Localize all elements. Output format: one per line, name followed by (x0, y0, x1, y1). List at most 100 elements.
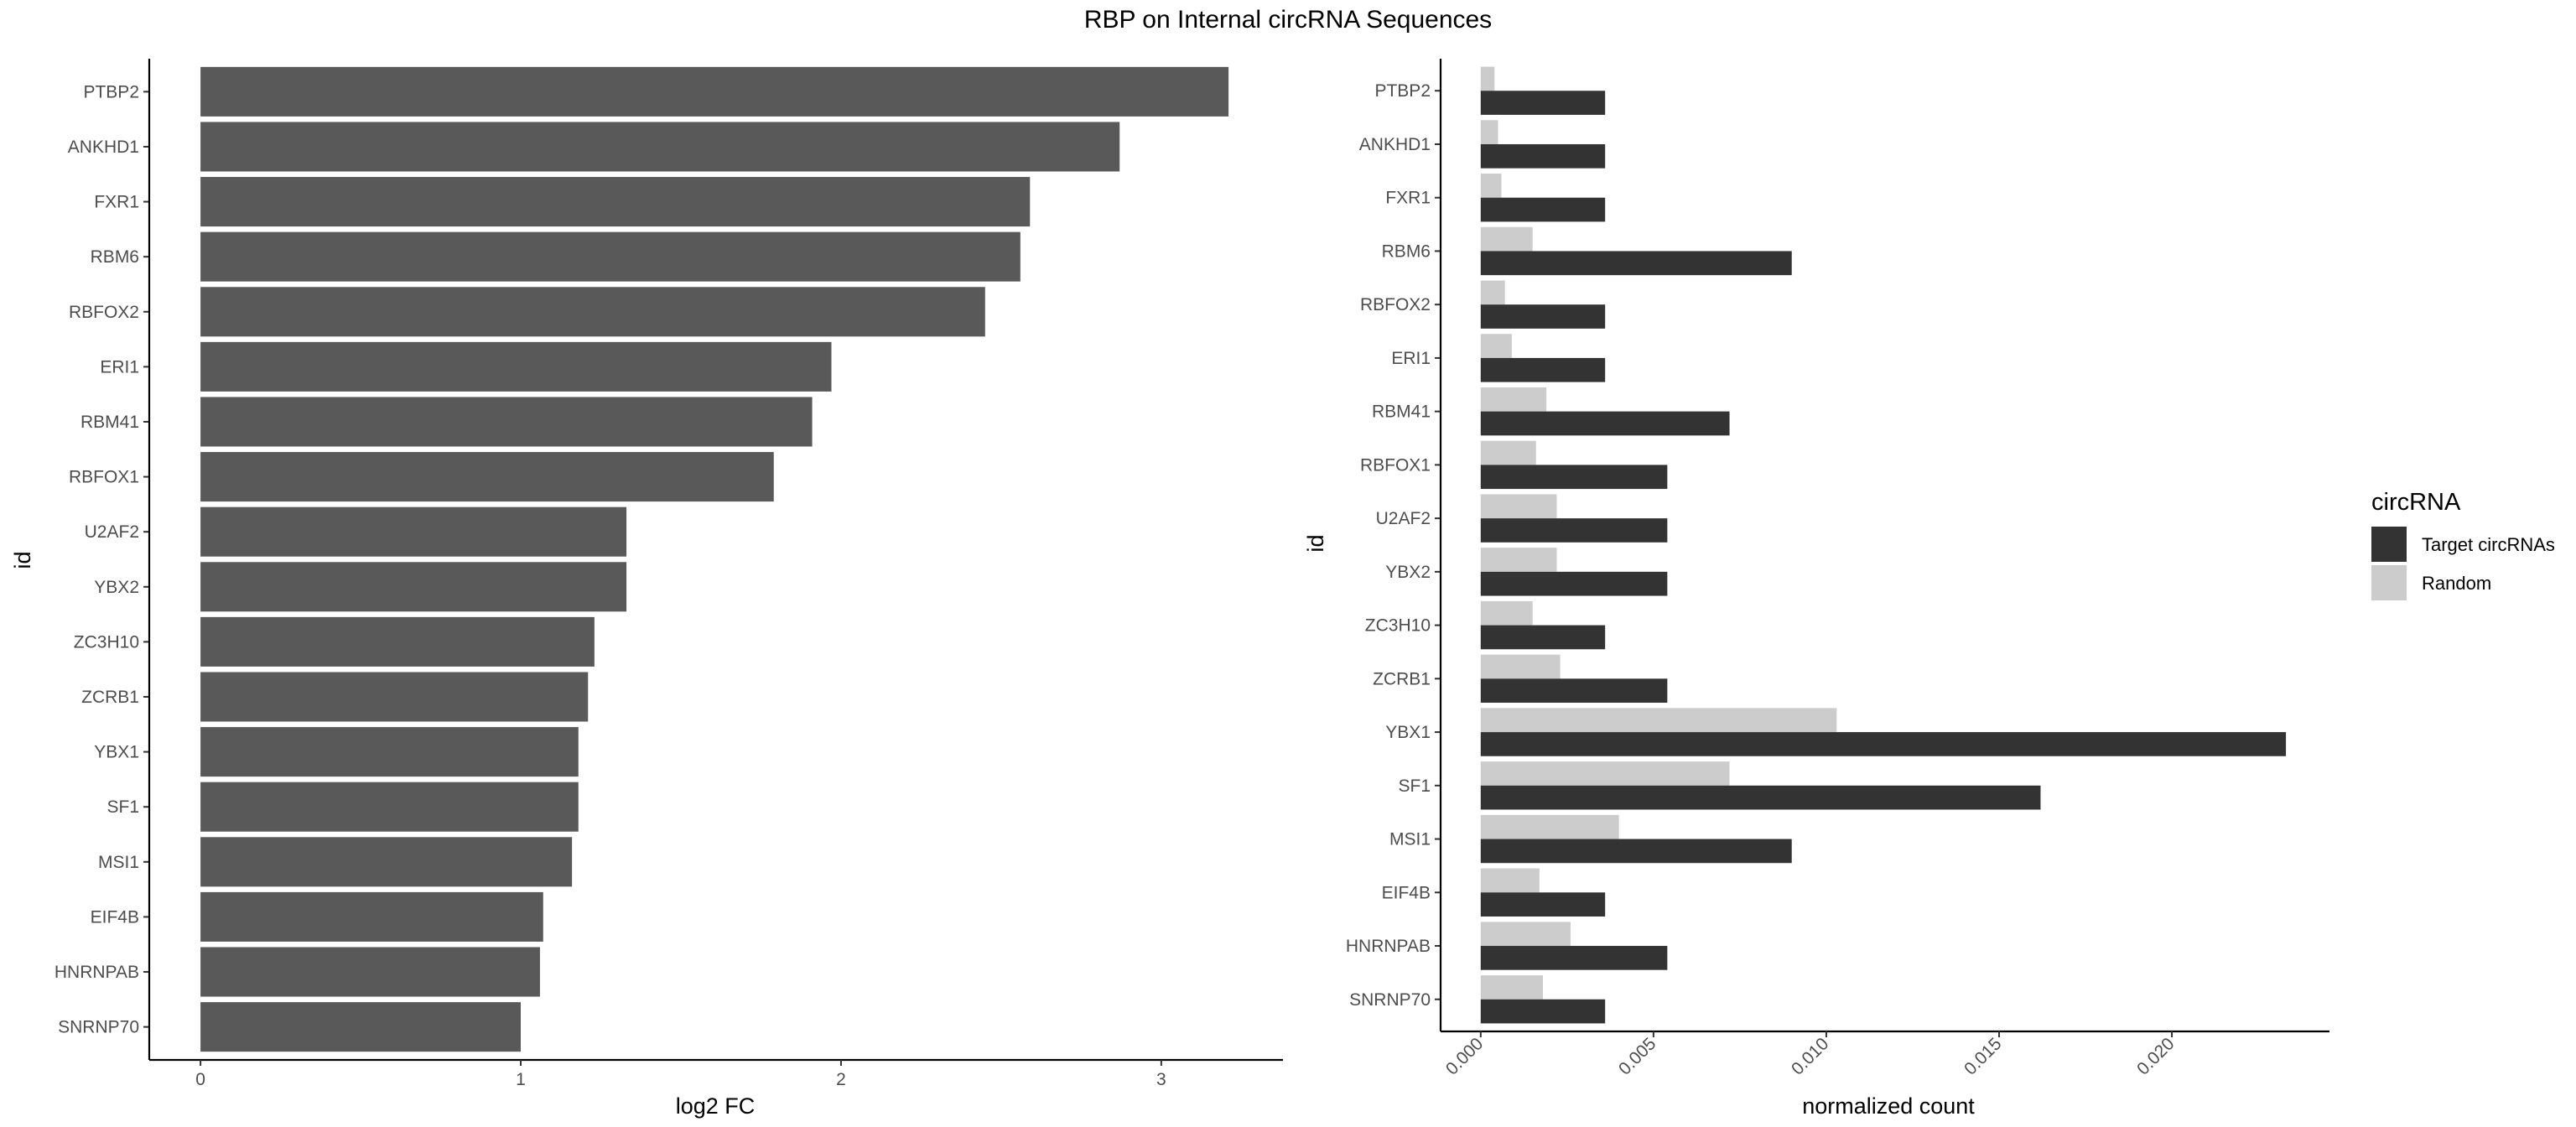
bar-rbfox1 (200, 452, 774, 502)
y-tick-label: RBFOX1 (69, 468, 139, 487)
legend-item-label: Target circRNAs (2422, 534, 2555, 555)
bar-u2af2 (200, 506, 627, 557)
y-tick-label: PTBP2 (83, 82, 139, 101)
bar-random-eri1 (1480, 334, 1512, 358)
bar-target-rbm6 (1480, 251, 1792, 276)
bar-target-hnrnpab (1480, 946, 1668, 970)
y-tick-label: U2AF2 (85, 522, 139, 542)
bar-random-snrnp70 (1480, 975, 1543, 1000)
bar-random-rbm6 (1480, 226, 1533, 252)
bar-random-ankhd1 (1480, 120, 1498, 144)
bar-random-zc3h10 (1480, 600, 1533, 626)
y-tick-label: SNRNP70 (1349, 990, 1431, 1010)
y-tick-label: MSI1 (1389, 830, 1431, 849)
bar-random-rbfox2 (1480, 280, 1505, 305)
y-tick-label: ZCRB1 (1373, 669, 1431, 688)
bar-ankhd1 (200, 122, 1120, 172)
bar-ybx1 (200, 727, 579, 777)
legend-key-swatch (2371, 565, 2407, 600)
y-tick-label: RBFOX2 (1360, 295, 1431, 314)
y-tick-label: HNRNPAB (1346, 937, 1431, 956)
figure-title: RBP on Internal circRNA Sequences (1084, 6, 1492, 34)
bar-target-rbm41 (1480, 411, 1730, 436)
bar-zc3h10 (200, 616, 595, 667)
y-tick-label: ZCRB1 (81, 688, 139, 707)
left-y-axis-title: id (10, 551, 35, 569)
bar-target-u2af2 (1480, 518, 1668, 543)
bar-target-zcrb1 (1480, 678, 1668, 704)
bar-eif4b (200, 891, 543, 942)
left-x-axis-title: log2 FC (676, 1093, 756, 1119)
y-tick-label: SF1 (1398, 776, 1431, 796)
y-tick-label: RBM6 (1382, 242, 1431, 261)
y-tick-label: FXR1 (94, 193, 139, 212)
bar-target-eri1 (1480, 357, 1606, 382)
y-tick-label: RBFOX2 (69, 303, 139, 322)
legend-item-label: Random (2422, 573, 2491, 594)
y-tick-label: RBM41 (80, 413, 139, 432)
bar-target-fxr1 (1480, 197, 1606, 222)
legend: circRNA Target circRNAs Random (2371, 489, 2555, 600)
bar-target-eif4b (1480, 892, 1606, 917)
y-tick-label: RBM41 (1372, 402, 1431, 422)
bar-random-ybx2 (1480, 548, 1557, 572)
bar-random-hnrnpab (1480, 922, 1571, 947)
bar-random-zcrb1 (1480, 654, 1561, 679)
bar-zcrb1 (200, 672, 589, 722)
y-tick-label: U2AF2 (1376, 509, 1431, 528)
y-tick-label: YBX1 (1385, 723, 1431, 742)
bar-ybx2 (200, 562, 627, 612)
bar-ptbp2 (200, 66, 1229, 117)
bar-random-ybx1 (1480, 708, 1837, 733)
bar-random-eif4b (1480, 868, 1540, 893)
right-x-axis-title: normalized count (1802, 1093, 1975, 1119)
y-tick-label: HNRNPAB (55, 963, 139, 982)
bar-target-sf1 (1480, 785, 2041, 810)
bar-random-rbfox1 (1480, 440, 1536, 465)
bar-target-ptbp2 (1480, 91, 1606, 115)
x-tick-label: 0 (195, 1070, 205, 1089)
right-y-axis-title: id (1303, 534, 1328, 552)
x-tick-label: 2 (836, 1070, 846, 1089)
bar-random-u2af2 (1480, 494, 1557, 519)
bar-random-fxr1 (1480, 174, 1502, 198)
bar-hnrnpab (200, 947, 540, 997)
y-tick-label: ANKHD1 (1359, 135, 1431, 154)
legend-key-swatch (2371, 527, 2407, 562)
bar-rbm6 (200, 231, 1021, 282)
y-tick-label: PTBP2 (1374, 81, 1431, 101)
y-tick-label: ERI1 (100, 357, 139, 377)
y-tick-label: SNRNP70 (58, 1018, 139, 1037)
bar-target-snrnp70 (1480, 999, 1606, 1024)
y-tick-label: YBX1 (94, 743, 139, 762)
x-tick-label: 1 (516, 1070, 526, 1089)
y-tick-label: EIF4B (1382, 883, 1431, 902)
bar-random-ptbp2 (1480, 66, 1495, 91)
bar-fxr1 (200, 177, 1031, 227)
left-panel: log2 FC id PTBP2 ANKHD1 FXR1 RBM6 RBFOX2 ERI1… (10, 59, 1283, 1119)
y-tick-label: SF1 (106, 797, 139, 817)
y-tick-label: ZC3H10 (74, 632, 139, 652)
y-tick-label: YBX2 (1385, 563, 1431, 582)
bar-snrnp70 (200, 1002, 522, 1052)
bar-target-rbfox1 (1480, 465, 1668, 490)
bar-rbfox2 (200, 287, 985, 337)
y-tick-label: EIF4B (91, 907, 139, 927)
x-tick-label: 3 (1156, 1070, 1166, 1089)
y-tick-label: FXR1 (1385, 189, 1431, 208)
y-tick-label: RBFOX1 (1360, 455, 1431, 475)
bar-target-zc3h10 (1480, 625, 1606, 650)
bar-random-sf1 (1480, 761, 1730, 786)
legend-title: circRNA (2371, 489, 2461, 516)
y-tick-label: MSI1 (98, 853, 139, 872)
y-tick-label: RBM6 (91, 247, 139, 267)
bar-target-ybx1 (1480, 732, 2287, 756)
bar-random-rbm41 (1480, 387, 1547, 412)
bar-msi1 (200, 837, 573, 887)
bar-sf1 (200, 782, 579, 832)
bar-random-msi1 (1480, 814, 1619, 839)
bar-rbm41 (200, 397, 813, 447)
bar-target-msi1 (1480, 839, 1792, 864)
bar-target-rbfox2 (1480, 304, 1606, 329)
